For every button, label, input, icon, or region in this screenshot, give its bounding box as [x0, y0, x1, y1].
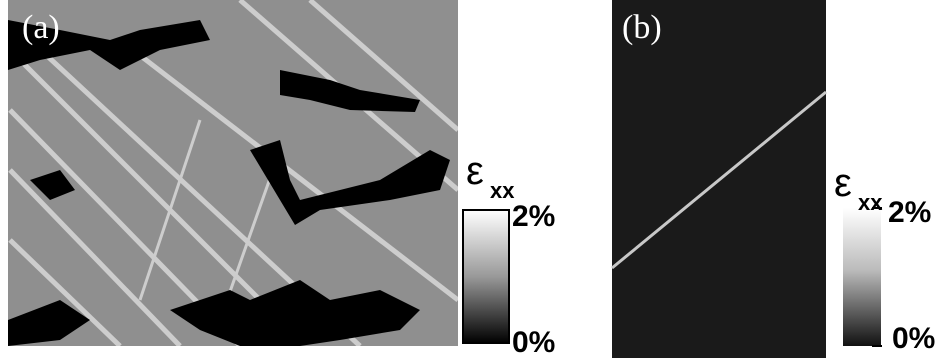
- panel-b: (b): [612, 0, 826, 358]
- colorbar-b: ε xx 2% 0%: [834, 161, 935, 355]
- colorbar-a: ε xx 2% 0%: [463, 149, 555, 359]
- panel-label: (a): [22, 9, 60, 46]
- colorbar-min: 0%: [512, 326, 555, 359]
- colorbar-symbol: ε: [834, 161, 852, 205]
- colorbar-min: 0%: [892, 322, 935, 355]
- colorbar-subscript: xx: [858, 190, 883, 215]
- colorbar-max: 2%: [512, 200, 555, 233]
- panel-a: (a): [8, 0, 458, 346]
- colorbar-symbol: ε: [466, 149, 484, 193]
- panel-label: (b): [622, 9, 662, 46]
- figure: (a) ε xx 2% 0% (b) ε xx 2% 0%: [0, 0, 948, 360]
- colorbar-max: 2%: [888, 196, 931, 229]
